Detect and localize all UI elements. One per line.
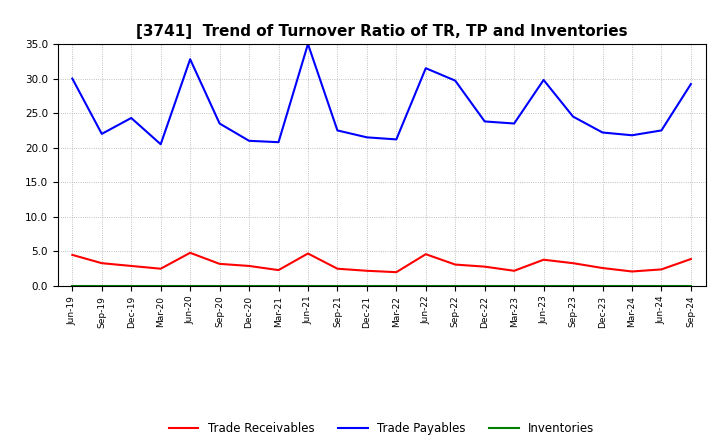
Trade Payables: [333, 128, 342, 133]
Trade Receivables: [569, 260, 577, 266]
Trade Payables: [97, 131, 106, 136]
Inventories: [156, 283, 165, 288]
Inventories: [304, 283, 312, 288]
Trade Payables: [186, 57, 194, 62]
Line: Trade Receivables: Trade Receivables: [72, 253, 691, 272]
Trade Payables: [657, 128, 666, 133]
Inventories: [598, 283, 607, 288]
Trade Receivables: [304, 251, 312, 256]
Line: Trade Payables: Trade Payables: [72, 44, 691, 144]
Inventories: [687, 283, 696, 288]
Trade Payables: [687, 81, 696, 87]
Trade Payables: [392, 137, 400, 142]
Trade Payables: [569, 114, 577, 119]
Trade Payables: [156, 142, 165, 147]
Inventories: [127, 283, 135, 288]
Trade Payables: [628, 132, 636, 138]
Inventories: [97, 283, 106, 288]
Trade Receivables: [274, 268, 283, 273]
Trade Receivables: [186, 250, 194, 256]
Inventories: [68, 283, 76, 288]
Trade Payables: [539, 77, 548, 83]
Trade Payables: [304, 41, 312, 47]
Inventories: [392, 283, 400, 288]
Trade Payables: [68, 76, 76, 81]
Inventories: [539, 283, 548, 288]
Trade Payables: [598, 130, 607, 135]
Inventories: [421, 283, 430, 288]
Inventories: [657, 283, 666, 288]
Trade Receivables: [156, 266, 165, 271]
Inventories: [628, 283, 636, 288]
Inventories: [274, 283, 283, 288]
Trade Payables: [127, 115, 135, 121]
Inventories: [333, 283, 342, 288]
Trade Receivables: [392, 270, 400, 275]
Trade Receivables: [657, 267, 666, 272]
Trade Receivables: [97, 260, 106, 266]
Trade Receivables: [245, 263, 253, 268]
Trade Receivables: [215, 261, 224, 267]
Legend: Trade Receivables, Trade Payables, Inventories: Trade Receivables, Trade Payables, Inven…: [164, 418, 599, 440]
Trade Receivables: [421, 252, 430, 257]
Inventories: [510, 283, 518, 288]
Trade Payables: [510, 121, 518, 126]
Trade Receivables: [598, 265, 607, 271]
Inventories: [215, 283, 224, 288]
Inventories: [245, 283, 253, 288]
Trade Receivables: [451, 262, 459, 267]
Inventories: [569, 283, 577, 288]
Trade Payables: [245, 138, 253, 143]
Inventories: [451, 283, 459, 288]
Trade Receivables: [687, 257, 696, 262]
Trade Receivables: [510, 268, 518, 273]
Trade Receivables: [539, 257, 548, 262]
Inventories: [363, 283, 372, 288]
Trade Receivables: [68, 252, 76, 257]
Trade Receivables: [333, 266, 342, 271]
Trade Receivables: [628, 269, 636, 274]
Title: [3741]  Trend of Turnover Ratio of TR, TP and Inventories: [3741] Trend of Turnover Ratio of TR, TP…: [136, 24, 627, 39]
Inventories: [186, 283, 194, 288]
Trade Payables: [421, 66, 430, 71]
Trade Receivables: [363, 268, 372, 273]
Trade Payables: [215, 121, 224, 126]
Inventories: [480, 283, 489, 288]
Trade Payables: [451, 78, 459, 83]
Trade Receivables: [127, 263, 135, 268]
Trade Payables: [274, 139, 283, 145]
Trade Payables: [363, 135, 372, 140]
Trade Payables: [480, 119, 489, 124]
Trade Receivables: [480, 264, 489, 269]
